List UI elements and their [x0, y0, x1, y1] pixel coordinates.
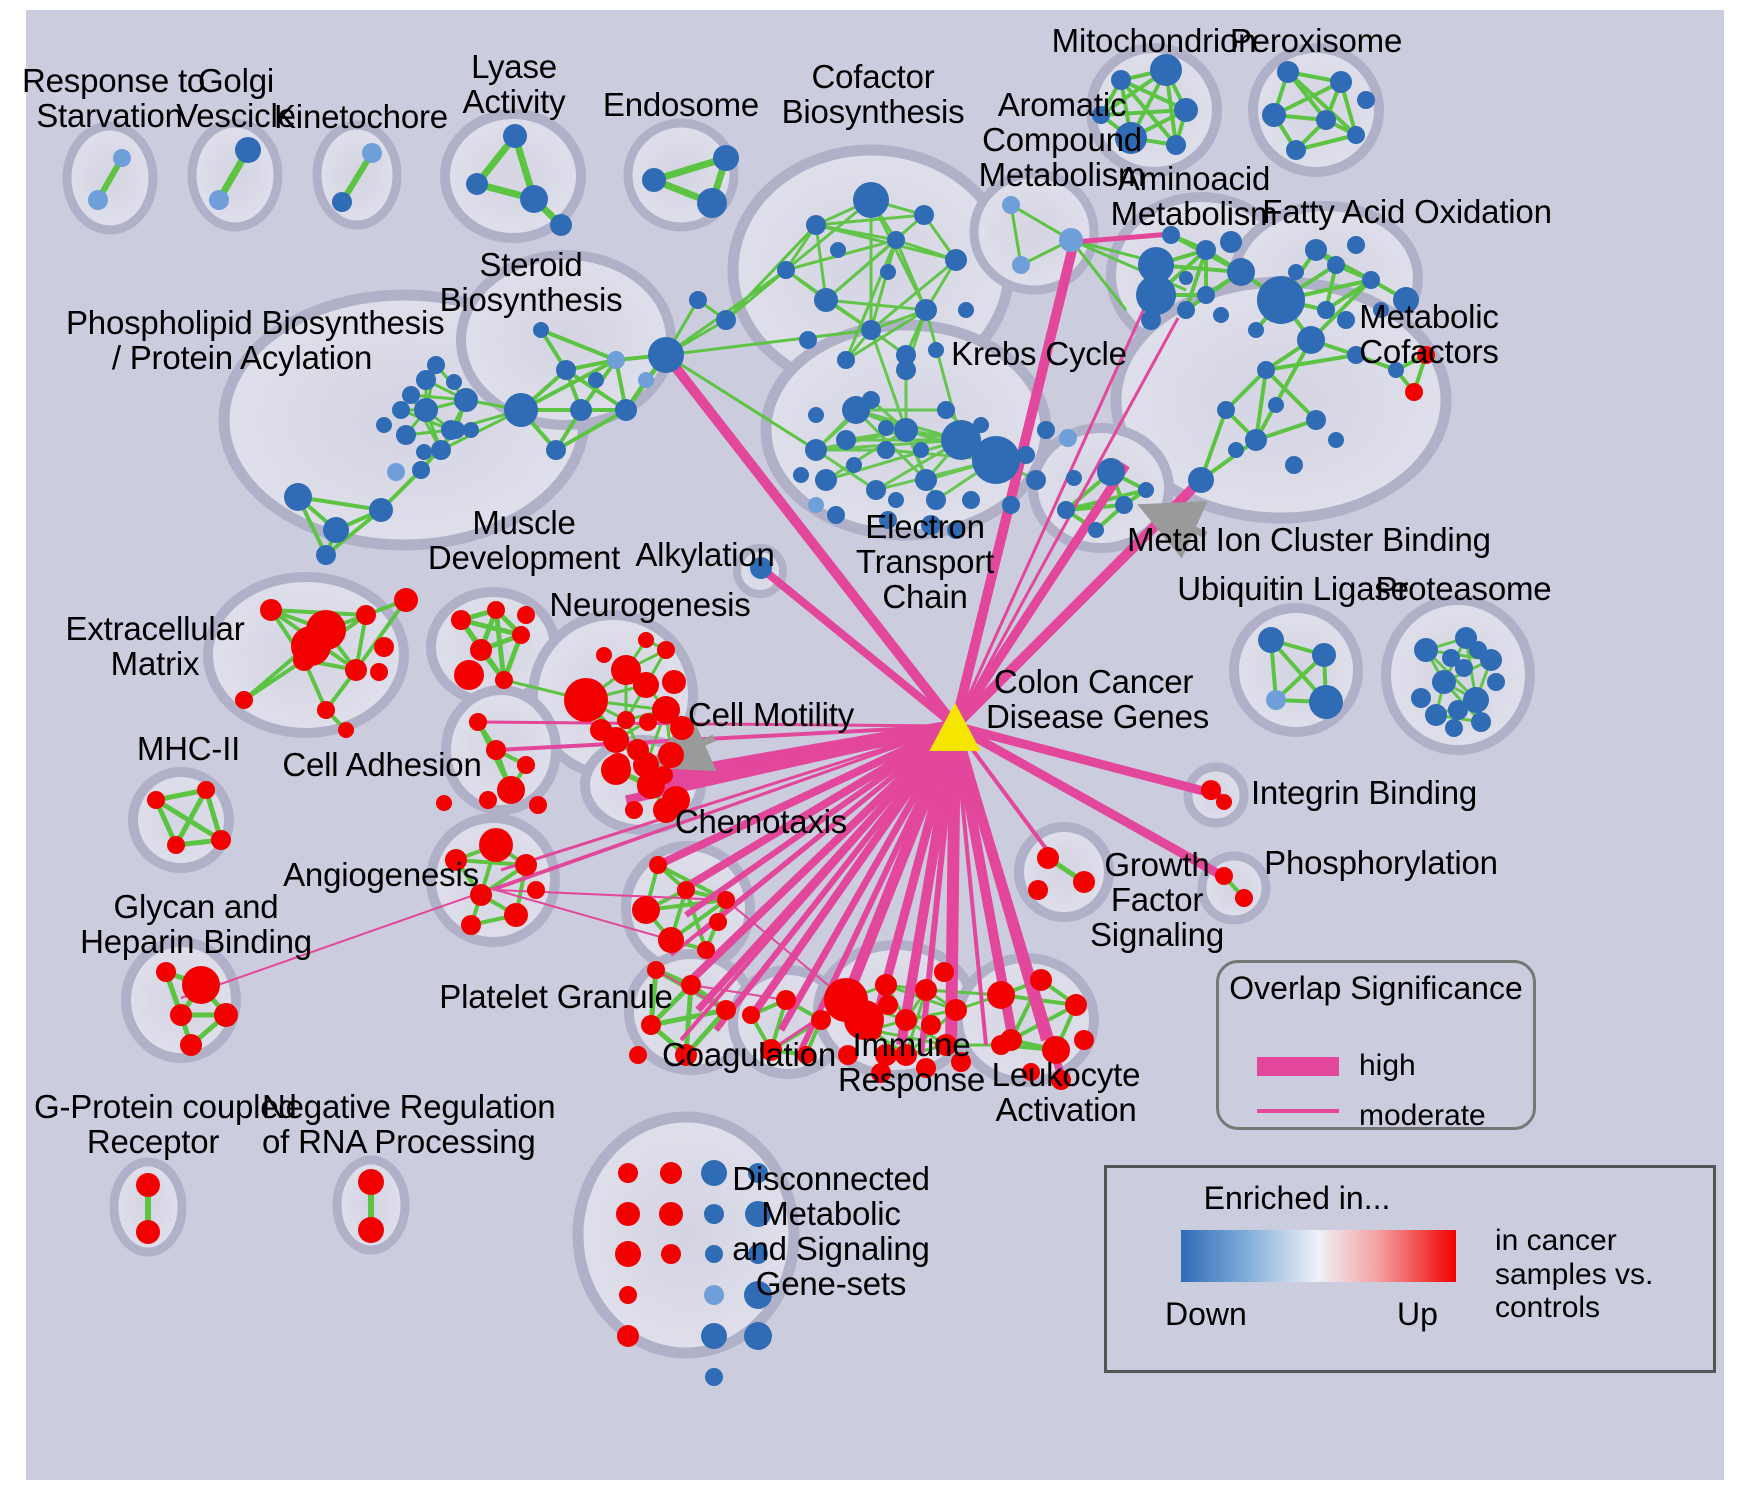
- label-cofactor-biosynthesis: Cofactor Biosynthesis: [781, 58, 965, 130]
- label-extracellular-matrix: Extracellular Matrix: [65, 610, 245, 682]
- label-phosphorylation: Phosphorylation: [1264, 844, 1498, 881]
- label-glycan-and-heparin-binding: Glycan and Heparin Binding: [80, 888, 312, 960]
- network-canvas: Response to Starvation Golgi Vescicle Ki…: [22, 10, 1724, 1480]
- overlap-high-swatch: [1257, 1057, 1339, 1076]
- label-endosome: Endosome: [602, 86, 760, 123]
- label-mitochondrion: Mitochondrion: [1051, 22, 1257, 59]
- label-lyase-activity: Lyase Activity: [462, 48, 566, 120]
- label-cell-adhesion: Cell Adhesion: [282, 746, 482, 783]
- enriched-up-label: Up: [1397, 1296, 1438, 1332]
- label-metal-ion-cluster-binding: Metal Ion Cluster Binding: [1127, 521, 1491, 558]
- label-chemotaxis: Chemotaxis: [674, 803, 848, 840]
- overlap-moderate-swatch: [1257, 1109, 1339, 1113]
- label-disconnected-metabolic-and-signaling-gene-sets: Disconnected Metabolic and Signaling Gen…: [732, 1160, 930, 1302]
- label-kinetochore: Kinetochore: [274, 98, 448, 135]
- label-leukocyte-activation: Leukocyte Activation: [991, 1056, 1141, 1128]
- label-golgi-vescicle: Golgi Vescicle: [176, 62, 296, 134]
- label-krebs-cycle: Krebs Cycle: [951, 335, 1127, 372]
- network-nodes: [88, 54, 1505, 1386]
- label-muscle-development: Muscle Development: [427, 504, 621, 576]
- label-g-protein-coupled-receptor: G-Protein coupled Receptor: [34, 1088, 297, 1160]
- enriched-side-label: in cancer samples vs. controls: [1495, 1224, 1654, 1325]
- enriched-legend-title: Enriched in...: [1203, 1180, 1391, 1216]
- label-alkylation: Alkylation: [635, 536, 775, 573]
- enriched-in-legend: Enriched in... Down Up in cancer samples…: [1104, 1165, 1716, 1373]
- label-aromatic-compound-metabolism: Aromatic Compound Metabolism: [978, 86, 1146, 193]
- disconnected-nodes: [615, 1160, 772, 1386]
- label-integrin-binding: Integrin Binding: [1250, 774, 1478, 811]
- label-fatty-acid-oxidation: Fatty Acid Oxidation: [1262, 193, 1552, 230]
- label-angiogenesis: Angiogenesis: [283, 856, 479, 893]
- label-negative-regulation-of-rna-processing: Negative Regulation of RNA Processing: [262, 1088, 556, 1160]
- label-coagulation: Coagulation: [662, 1036, 836, 1073]
- label-steroid-biosynthesis: Steroid Biosynthesis: [439, 246, 623, 318]
- label-cell-motility: Cell Motility: [687, 696, 855, 733]
- label-metabolic-cofactors: Metabolic Cofactors: [1359, 298, 1499, 370]
- label-immune-response: Immune Response: [838, 1026, 985, 1098]
- label-neurogenesis: Neurogenesis: [549, 586, 751, 623]
- enriched-gradient-bar: [1181, 1230, 1456, 1282]
- label-colon-cancer-disease-genes: Colon Cancer Disease Genes: [986, 663, 1210, 735]
- overlap-moderate-label: moderate: [1359, 1099, 1486, 1132]
- hub-node-colon-cancer-disease-genes[interactable]: [929, 702, 981, 751]
- enriched-down-label: Down: [1165, 1296, 1247, 1332]
- label-peroxisome: Peroxisome: [1229, 22, 1403, 59]
- label-mhc-ii: MHC-II: [136, 730, 241, 767]
- overlap-high-label: high: [1359, 1049, 1416, 1082]
- label-proteasome: Proteasome: [1375, 570, 1552, 607]
- label-phospholipid-biosynthesis-protein-acylation: Phospholipid Biosynthesis / Protein Acyl…: [66, 304, 445, 376]
- label-aminoacid-metabolism: Aminoacid Metabolism: [1110, 160, 1278, 232]
- label-electron-transport-chain: Electron Transport Chain: [855, 508, 995, 615]
- label-platelet-granule: Platelet Granule: [439, 978, 673, 1015]
- overlap-significance-legend: Overlap Significance high moderate: [1216, 960, 1536, 1132]
- label-growth-factor-signaling: Growth Factor Signaling: [1090, 846, 1224, 953]
- network-graph: [62, 43, 1535, 1386]
- overlap-legend-title: Overlap Significance: [1229, 970, 1523, 1006]
- label-ubiquitin-ligase: Ubiquitin Ligase: [1177, 570, 1409, 607]
